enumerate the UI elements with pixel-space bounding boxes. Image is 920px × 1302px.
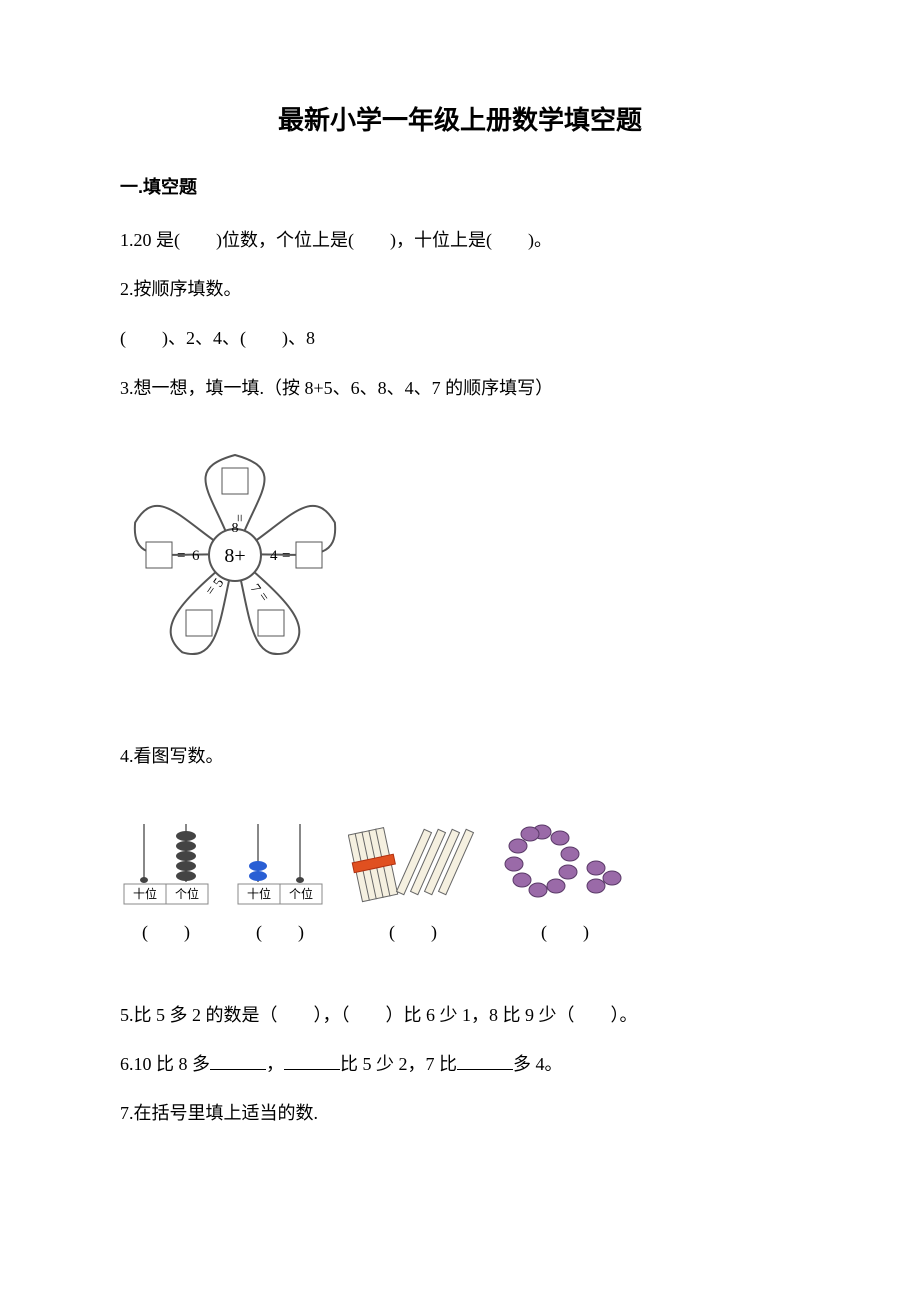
blank-3 [457,1052,513,1070]
q6-part-b: ， [266,1054,284,1074]
abacus-1-svg: 十位 个位 [120,818,212,908]
abacus-2-svg: 十位 个位 [234,818,326,908]
question-7: 7.在括号里填上适当的数. [120,1092,800,1135]
section-heading: 一.填空题 [120,173,800,199]
page-title: 最新小学一年级上册数学填空题 [120,100,800,137]
question-4: 4.看图写数。 [120,735,800,778]
q6-part-a: 6.10 比 8 多 [120,1054,210,1074]
q6-part-d: 多 4。 [513,1054,563,1074]
question-2: 2.按顺序填数。 [120,268,800,311]
abacus-2: 十位 个位 ( ) [234,818,326,944]
sticks-svg [348,818,478,908]
blank-2 [284,1052,340,1070]
flower-center-text: 8+ [224,545,245,567]
q6-part-c: 比 5 少 2，7 比 [340,1054,457,1074]
abacus-1: 十位 个位 ( ) [120,818,212,944]
abacus2-one-label: 个位 [289,886,313,901]
sticks-paren: ( ) [389,918,437,944]
question-2-seq: ( )、2、4、( )、8 [120,317,800,360]
question-3: 3.想一想，填一填.（按 8+5、6、8、4、7 的顺序填写） [120,367,800,410]
petal-right-eq: = [282,548,290,564]
question-1: 1.20 是( )位数，个位上是( )，十位上是( )。 [120,219,800,262]
abacus-1-paren: ( ) [142,918,190,944]
abacus2-ten-label: 十位 [247,886,271,901]
petal-top-num: 8 [232,521,239,536]
flower-svg: 8+ = 8 4 = = 7 = 5 = 6 [120,440,350,670]
beans-group: ( ) [500,818,630,944]
beans-svg [500,818,630,908]
question-5: 5.比 5 多 2 的数是（ ），（ ）比 6 少 1，8 比 9 少（ ）。 [120,994,800,1037]
petal-left-num: 6 [192,548,200,564]
q4-figure-row: 十位 个位 ( ) 十位 个位 ( ) [120,818,800,944]
abacus-2-paren: ( ) [256,918,304,944]
blank-1 [210,1052,266,1070]
petal-right-num: 4 [270,548,278,564]
question-6: 6.10 比 8 多 ， 比 5 少 2，7 比 多 4。 [120,1043,800,1086]
sticks-group: ( ) [348,818,478,944]
petal-left-eq: = [177,548,185,564]
abacus1-ten-label: 十位 [133,886,157,901]
flower-figure: 8+ = 8 4 = = 7 = 5 = 6 [120,440,800,675]
abacus1-one-label: 个位 [175,886,199,901]
beans-paren: ( ) [541,918,589,944]
